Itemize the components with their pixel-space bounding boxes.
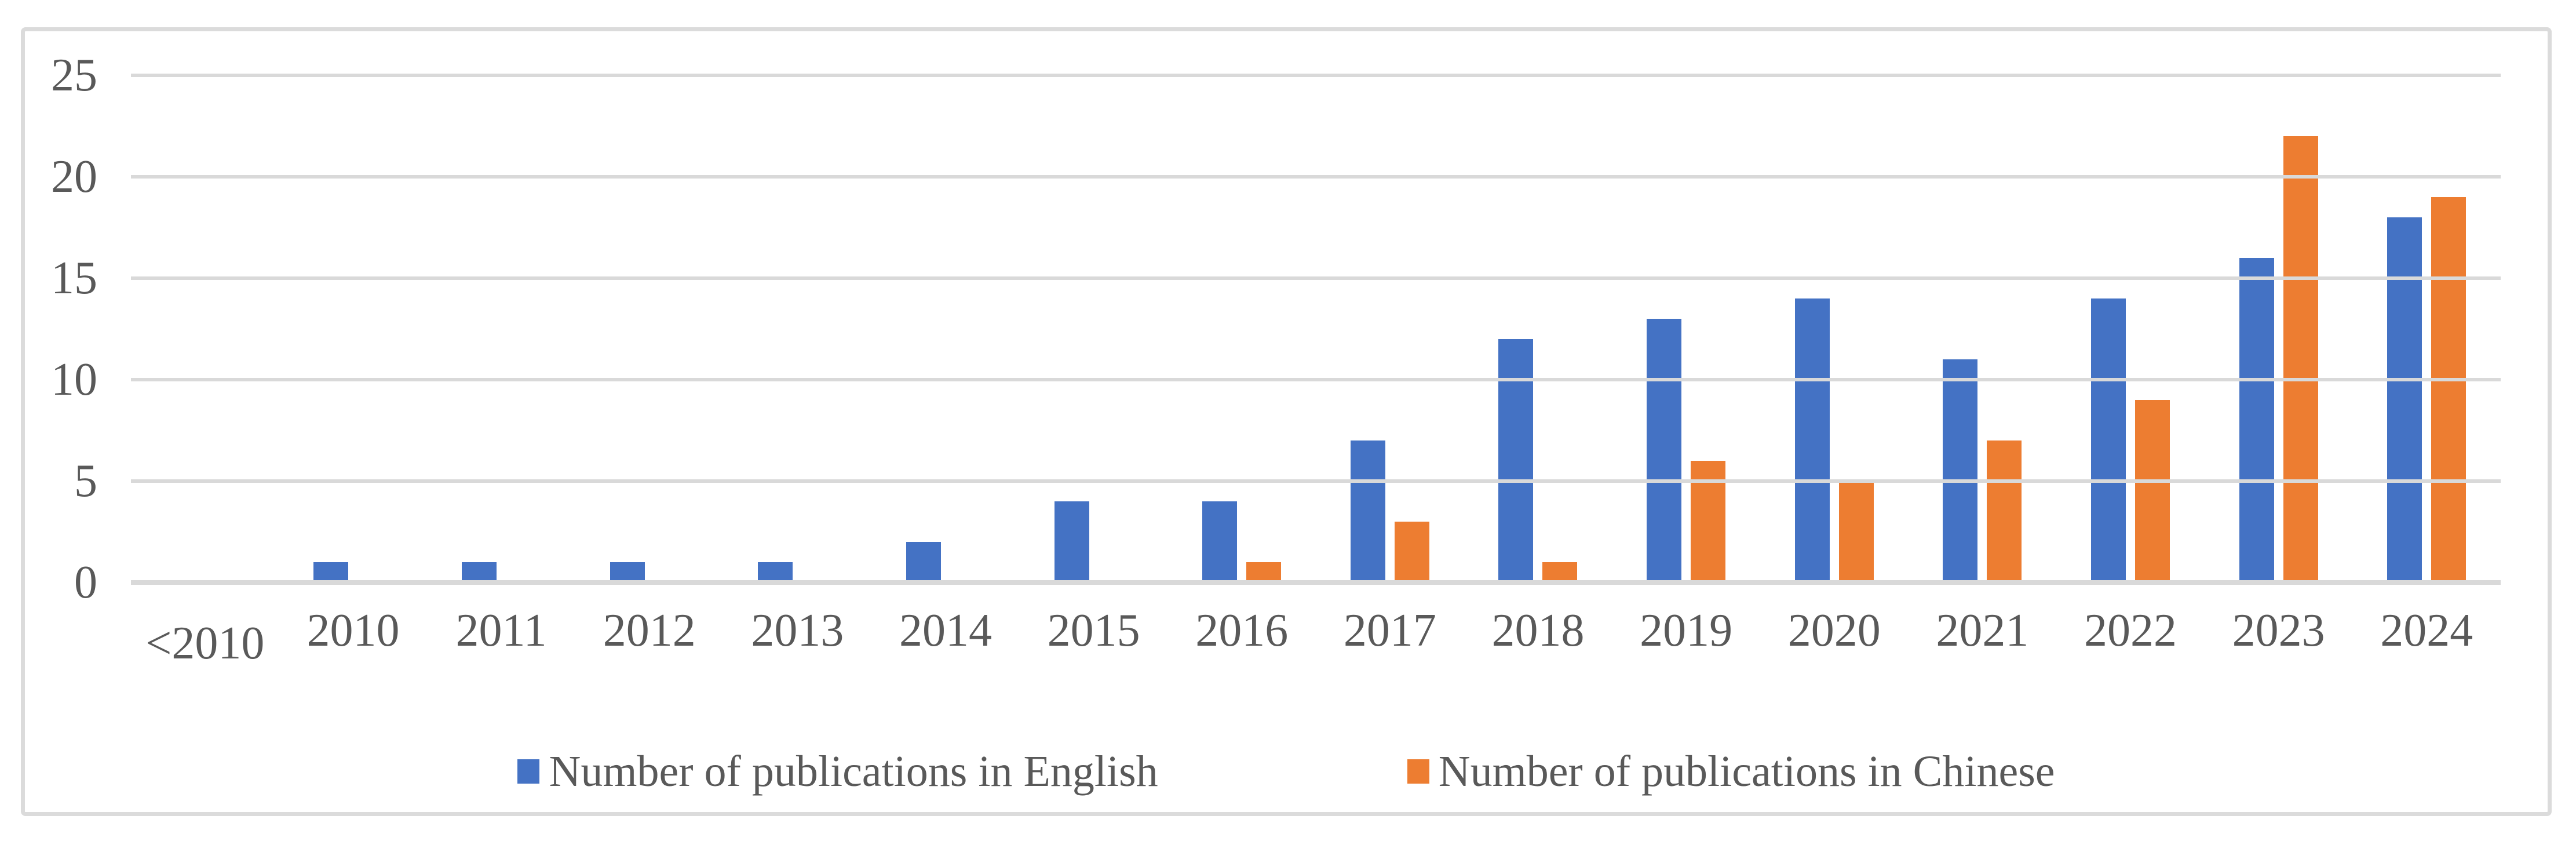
x-label-2019: 2019	[1640, 605, 1733, 656]
legend-label-chinese: Number of publications in Chinese	[1438, 747, 2055, 796]
bar-chinese-2020	[1838, 481, 1874, 582]
x-label-2024: 2024	[2380, 605, 2473, 656]
bar-english-2010	[313, 562, 349, 582]
x-label-2011: 2011	[455, 605, 547, 656]
x-label-2014: 2014	[899, 605, 992, 656]
bar-group-2016	[1167, 75, 1316, 582]
bar-english-2016	[1202, 501, 1238, 582]
bar-english-2018	[1498, 339, 1534, 582]
bar-group-2021	[1909, 75, 2057, 582]
bar-chinese-2024	[2431, 197, 2466, 582]
legend: Number of publications in English Number…	[25, 745, 2548, 798]
bar-group-2020	[1760, 75, 1909, 582]
bar-group-2017	[1316, 75, 1464, 582]
bar-english-2011	[462, 562, 497, 582]
bar-chinese-2022	[2134, 400, 2170, 582]
bar-group-2022	[2056, 75, 2205, 582]
bar-group-2010	[131, 75, 279, 582]
bar-group-2015	[1020, 75, 1168, 582]
x-label-2010: <2010	[145, 618, 265, 669]
bar-group-2023	[2205, 75, 2353, 582]
bar-group-2012	[575, 75, 724, 582]
gridline-15	[131, 276, 2501, 280]
y-tick-label-5: 5	[74, 456, 97, 507]
bar-english-2023	[2239, 258, 2274, 582]
legend-marker-chinese-icon	[1407, 759, 1429, 784]
bar-chinese-2017	[1394, 522, 1429, 582]
x-label-2022: 2022	[2084, 605, 2177, 656]
gridline-25	[131, 74, 2501, 77]
bar-english-2021	[1943, 359, 1978, 582]
y-tick-label-0: 0	[74, 557, 97, 608]
bar-english-2020	[1794, 298, 1830, 582]
bar-english-2014	[906, 542, 941, 582]
x-axis-line	[131, 580, 2501, 585]
x-label-2023: 2023	[2232, 605, 2325, 656]
bar-group-2011	[427, 75, 575, 582]
bar-english-2024	[2387, 217, 2422, 582]
bar-chinese-2021	[1987, 440, 2022, 582]
x-label-2012: 2012	[603, 605, 696, 656]
bar-group-2019	[1612, 75, 1760, 582]
bar-group-2014	[871, 75, 1020, 582]
bar-group-2013	[724, 75, 872, 582]
x-label-2016: 2016	[1195, 605, 1289, 656]
gridline-20	[131, 175, 2501, 179]
x-label-2017: 2017	[1343, 605, 1436, 656]
x-label-2021: 2021	[1936, 605, 2029, 656]
x-label-2015: 2015	[1047, 605, 1140, 656]
bar-group-2024	[2352, 75, 2501, 582]
legend-marker-english-icon	[517, 759, 540, 784]
x-label-2018: 2018	[1491, 605, 1585, 656]
x-label-2013: 2013	[751, 605, 844, 656]
bar-group-2018	[1464, 75, 1612, 582]
bar-chinese-2023	[2283, 136, 2318, 582]
gridline-5	[131, 479, 2501, 483]
gridline-10	[131, 378, 2501, 381]
bar-english-2013	[758, 562, 793, 582]
y-tick-label-15: 15	[51, 253, 97, 304]
bar-english-2019	[1647, 319, 1682, 582]
y-tick-label-25: 25	[51, 50, 97, 101]
bar-english-2015	[1054, 501, 1089, 582]
chart-frame: Number of publications in English Number…	[21, 27, 2552, 816]
y-tick-label-20: 20	[51, 151, 97, 202]
bar-groups	[131, 75, 2501, 582]
legend-item-chinese: Number of publications in Chinese	[1407, 745, 2055, 798]
bar-english-2017	[1350, 440, 1385, 582]
y-tick-label-10: 10	[51, 354, 97, 405]
bar-english-2012	[610, 562, 645, 582]
legend-label-english: Number of publications in English	[549, 747, 1158, 796]
x-label-2010: 2010	[307, 605, 400, 656]
bar-chinese-2018	[1542, 562, 1578, 582]
bar-group-2010	[279, 75, 428, 582]
x-label-2020: 2020	[1787, 605, 1881, 656]
plot-area	[131, 74, 2501, 585]
bar-chinese-2016	[1246, 562, 1282, 582]
bar-english-2022	[2090, 298, 2126, 582]
legend-item-english: Number of publications in English	[517, 745, 1158, 798]
